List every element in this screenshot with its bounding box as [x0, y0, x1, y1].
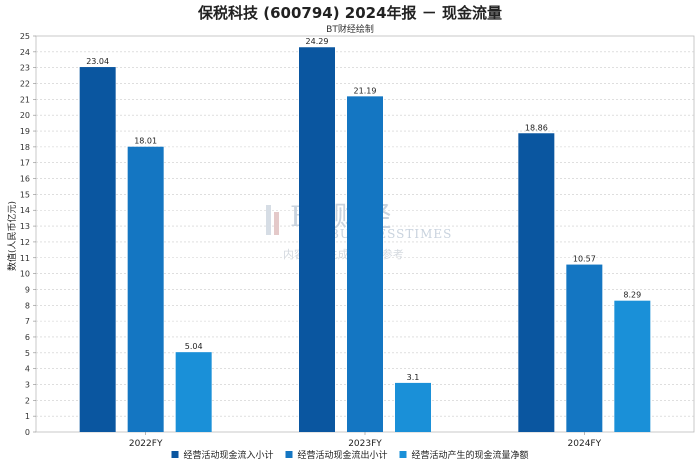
x-tick-label: 2024FY	[568, 439, 602, 449]
bar	[299, 47, 335, 432]
y-tick-label: 10	[20, 270, 30, 279]
bar	[127, 146, 164, 432]
bar	[347, 96, 383, 432]
data-label: 18.86	[525, 123, 548, 132]
x-tick-label: 2023FY	[348, 439, 382, 449]
bar	[395, 382, 431, 432]
y-tick-label: 22	[20, 80, 30, 89]
data-label: 3.1	[407, 373, 420, 382]
y-tick-label: 13	[20, 222, 30, 231]
y-tick-label: 14	[20, 206, 30, 215]
data-label: 24.29	[306, 37, 329, 46]
y-tick-label: 11	[20, 254, 30, 263]
data-label: 18.01	[134, 137, 157, 146]
bar	[614, 300, 651, 432]
watermark-logo-bar-1	[266, 205, 271, 235]
y-tick-label: 23	[20, 64, 30, 73]
bars: 23.04 18.01 5.04 24.29 21.19 3.1 18.86 10.57 8.2…	[79, 37, 651, 433]
y-tick-label: 1	[25, 412, 30, 421]
chart-subtitle: BT财经绘制	[326, 25, 374, 35]
y-tick-label: 8	[25, 301, 30, 310]
y-tick-label: 18	[20, 143, 30, 152]
bar	[79, 67, 116, 433]
bar	[518, 133, 555, 432]
y-tick-label: 6	[25, 333, 30, 342]
data-label: 8.29	[623, 291, 641, 300]
y-tick-label: 21	[20, 95, 30, 104]
y-tick-label: 12	[20, 238, 30, 247]
legend: 经营活动现金流入小计 经营活动现金流出小计 经营活动产生的现金流量净额	[171, 449, 529, 461]
y-tick-label: 5	[25, 349, 30, 358]
y-tick-label: 9	[25, 285, 30, 294]
legend-swatch	[285, 451, 293, 458]
y-tick-label: 19	[20, 127, 30, 136]
y-tick-label: 7	[25, 317, 30, 326]
y-tick-label: 2	[25, 396, 30, 405]
watermark-logo-bar-2	[274, 212, 279, 235]
data-label: 5.04	[185, 342, 203, 351]
y-tick-label: 17	[20, 159, 30, 168]
x-tick-label: 2022FY	[129, 439, 163, 449]
y-tick-label: 4	[25, 365, 30, 374]
data-label: 21.19	[354, 86, 377, 95]
y-tick-label: 24	[20, 48, 30, 57]
bar	[566, 264, 603, 432]
bar	[175, 352, 212, 432]
y-tick-label: 15	[20, 190, 30, 199]
legend-label: 经营活动现金流出小计	[298, 449, 388, 461]
data-label: 10.57	[573, 255, 596, 264]
chart-title: 保税科技 (600794) 2024年报 － 现金流量	[198, 4, 502, 22]
y-tick-label: 0	[25, 428, 30, 437]
y-tick-label: 25	[20, 32, 30, 41]
axes: 0123456789101112131415161718192021222324…	[20, 32, 602, 449]
legend-swatch	[171, 451, 179, 458]
y-tick-label: 16	[20, 175, 30, 184]
legend-label: 经营活动产生的现金流量净额	[412, 449, 529, 461]
y-axis-label: 数值(人民币亿元)	[6, 201, 18, 271]
legend-label: 经营活动现金流入小计	[184, 449, 274, 461]
y-tick-label: 20	[20, 111, 30, 120]
y-tick-label: 3	[25, 380, 30, 389]
legend-swatch	[399, 451, 407, 458]
data-label: 23.04	[86, 57, 109, 66]
